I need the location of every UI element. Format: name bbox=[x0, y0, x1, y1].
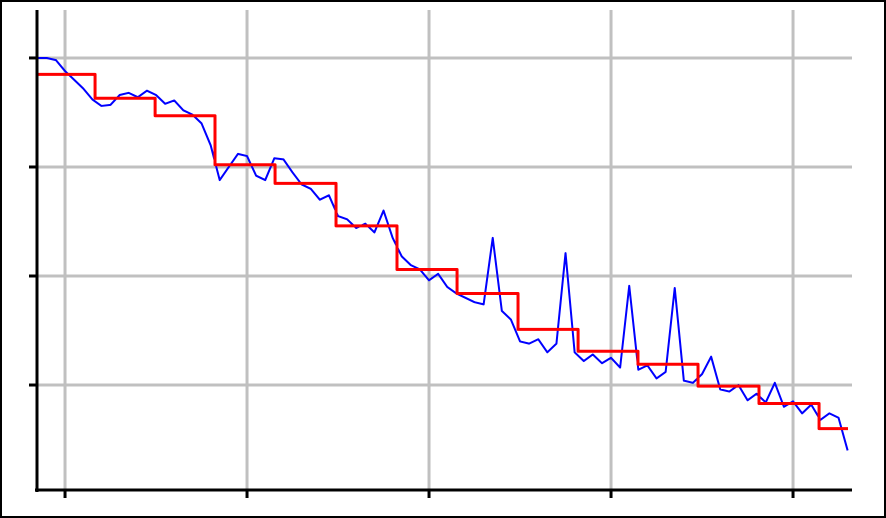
series-line bbox=[37, 56, 849, 451]
series-line bbox=[37, 72, 848, 431]
